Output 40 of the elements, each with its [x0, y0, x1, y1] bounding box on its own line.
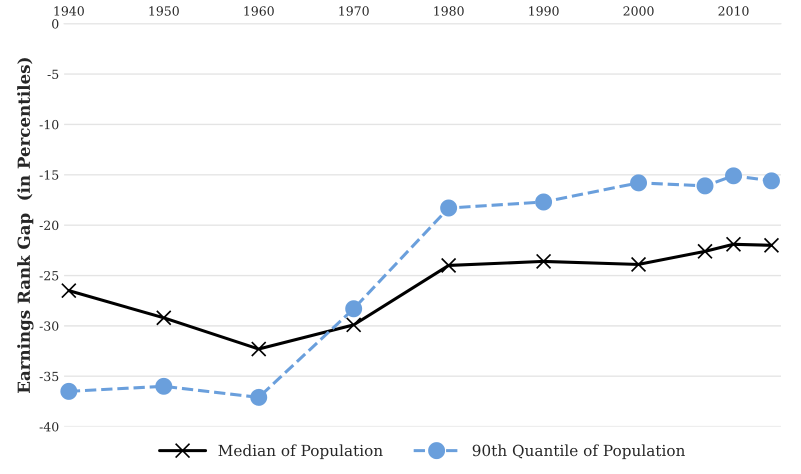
- point: [630, 256, 646, 272]
- x-tick-label: 1990: [529, 6, 559, 16]
- point: [764, 238, 780, 254]
- x-tick-label: 1970: [339, 6, 369, 16]
- point: [440, 258, 456, 274]
- point: [250, 341, 267, 357]
- point: [696, 177, 714, 194]
- point: [60, 382, 78, 400]
- point: [156, 310, 172, 326]
- point: [250, 388, 268, 406]
- y-tick-label: -40: [40, 422, 58, 432]
- legend-label: 90th Quantile of Population: [472, 444, 685, 460]
- point: [155, 378, 172, 395]
- legend-label: Median of Population: [218, 444, 383, 460]
- y-tick-label: -10: [40, 120, 58, 130]
- y-tick-label: -30: [40, 321, 58, 331]
- x-tick-label: 2000: [623, 6, 654, 16]
- point: [345, 300, 362, 318]
- x-tick-label: 1980: [434, 6, 464, 16]
- y-tick-label: -15: [40, 170, 58, 180]
- point: [763, 172, 780, 190]
- y-tick-label: 0: [52, 19, 58, 29]
- point: [346, 317, 362, 333]
- point: [726, 236, 742, 252]
- point: [536, 254, 552, 270]
- y-tick-label: -5: [48, 70, 58, 79]
- y-tick-label: -20: [40, 220, 58, 230]
- point: [630, 174, 648, 192]
- point: [535, 194, 552, 210]
- point: [61, 282, 77, 298]
- y-tick-label: -35: [40, 372, 58, 382]
- point: [725, 167, 742, 184]
- y-tick-label: -25: [40, 270, 58, 280]
- x-tick-label: 1960: [244, 6, 274, 16]
- x-tick-label: 2010: [718, 6, 749, 16]
- point: [440, 200, 458, 216]
- x-tick-label: 1950: [149, 6, 179, 16]
- point: [697, 244, 713, 260]
- x-tick-label: 1940: [54, 6, 84, 16]
- y-axis-title: Earnings Rank Gap (in Percentiles): [17, 58, 34, 393]
